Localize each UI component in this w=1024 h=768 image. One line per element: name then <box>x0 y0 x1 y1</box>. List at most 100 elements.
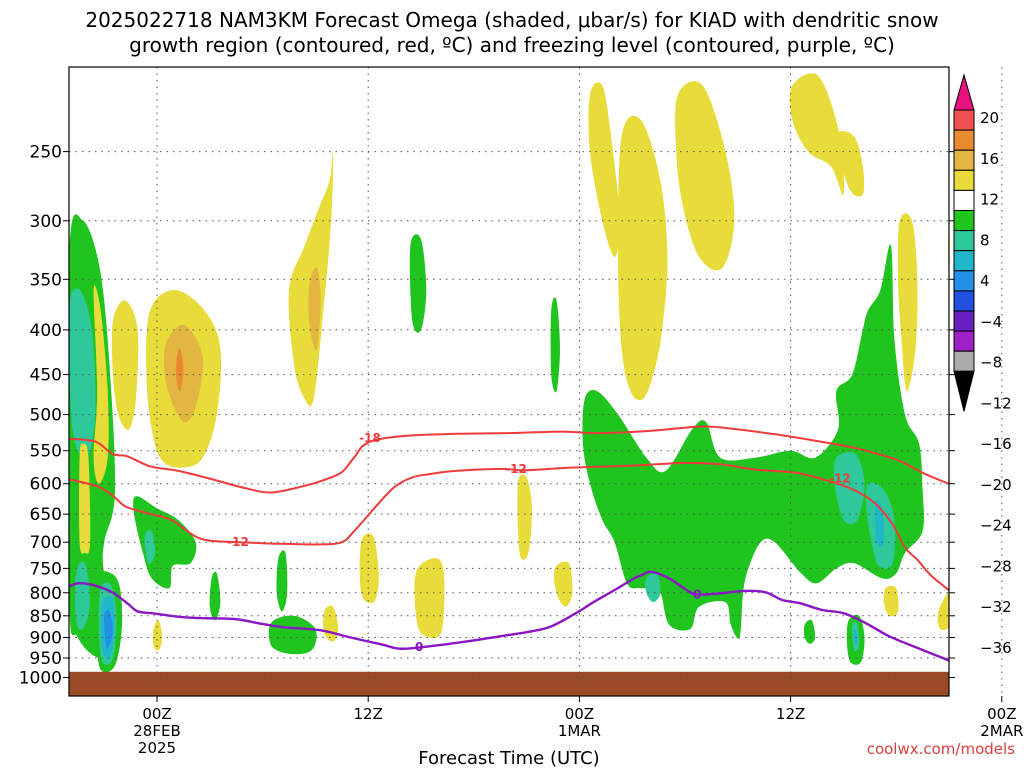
omega-region-20 <box>268 615 317 655</box>
omega-region-4 <box>93 285 109 484</box>
omega-shading <box>69 73 949 673</box>
xtick-label-0-1: 28FEB <box>133 722 180 740</box>
omega-region-5 <box>111 300 139 430</box>
colorbar-label-10: −24 <box>980 517 1012 535</box>
omega-region-42 <box>789 73 845 196</box>
plot-frame <box>68 66 950 697</box>
omega-region-17 <box>209 571 221 621</box>
colorbar-swatch-11 <box>953 330 975 352</box>
colorbar-swatch-4 <box>953 189 975 211</box>
omega-region-16 <box>152 620 163 651</box>
omega-region-11 <box>144 530 156 564</box>
colorbar-label-11: −28 <box>980 558 1012 576</box>
colorbar: 20 16 12 8 4 −4 −8 −12 −16 −20 −24 −28 −32 −36 <box>953 73 1012 657</box>
colorbar-label-5: −4 <box>980 313 1002 331</box>
omega-region-29 <box>588 82 620 257</box>
xtick-label-0-2: 2025 <box>138 739 176 757</box>
colorbar-label-12: −32 <box>980 598 1012 616</box>
omega-region-44 <box>897 213 918 392</box>
dgz-contour-label-1: -12 <box>505 462 527 476</box>
colorbar-label-1: 16 <box>980 150 999 168</box>
dgz-contour-label-0: -18 <box>359 431 381 445</box>
omega-region-27 <box>550 297 560 393</box>
ytick-label-800: 800 <box>30 584 62 604</box>
ytick-label-650: 650 <box>30 505 62 525</box>
omega-region-15 <box>104 610 113 649</box>
omega-region-37 <box>803 619 816 644</box>
xtick-label-36-0: 12Z <box>776 705 805 723</box>
ytick-label-550: 550 <box>30 442 62 462</box>
colorbar-swatch-3 <box>953 169 975 191</box>
dgz-contour-label-extra-0: -12 <box>227 535 249 549</box>
contour-labels: -18 -12 -12 -12 0 0 <box>227 431 851 654</box>
dgz-contour-1 <box>69 461 949 592</box>
contour-lines <box>69 425 949 662</box>
omega-region-21 <box>276 550 288 612</box>
x-axis-label: Forecast Time (UTC) <box>418 748 599 768</box>
ytick-label-300: 300 <box>30 212 62 232</box>
colorbar-label-2: 12 <box>980 191 999 209</box>
colorbar-swatch-7 <box>953 250 975 272</box>
xtick-label-0-0: 00Z <box>142 705 171 723</box>
dgz-contour-0 <box>69 425 949 494</box>
colorbar-swatch-8 <box>953 270 975 292</box>
omega-region-28 <box>553 561 573 607</box>
omega-region-10 <box>133 496 197 589</box>
colorbar-label-0: 20 <box>980 109 999 127</box>
omega-region-24 <box>409 234 427 333</box>
colorbar-swatch-12 <box>953 350 975 372</box>
colorbar-label-8: −16 <box>980 435 1012 453</box>
colorbar-label-13: −36 <box>980 639 1012 657</box>
ytick-label-750: 750 <box>30 559 62 579</box>
colorbar-label-9: −20 <box>980 476 1012 494</box>
xtick-label-48-1: 2MAR <box>980 722 1023 740</box>
omega-region-8 <box>175 348 184 392</box>
freezing-level-label-1: 0 <box>693 587 701 601</box>
dgz-contour-label-extra-1: -12 <box>829 472 851 486</box>
omega-region-19 <box>308 267 321 351</box>
ytick-label-950: 950 <box>30 649 62 669</box>
chart-title-line-2: growth region (contoured, red, ºC) and f… <box>129 33 895 57</box>
grid-lines <box>69 67 1003 696</box>
ytick-label-500: 500 <box>30 406 62 426</box>
ytick-label-250: 250 <box>30 143 62 163</box>
omega-region-22 <box>323 605 339 642</box>
ground-surface <box>69 671 949 696</box>
freezing-level-label-0: 0 <box>415 640 423 654</box>
colorbar-label-4: 4 <box>980 272 990 290</box>
ytick-label-700: 700 <box>30 533 62 553</box>
xtick-label-48-0: 00Z <box>987 705 1016 723</box>
omega-region-48 <box>937 590 949 631</box>
y-axis-ticks: 2503003504004505005506006507007508008509… <box>19 143 955 689</box>
colorbar-label-7: −12 <box>980 394 1012 412</box>
xtick-label-12-0: 12Z <box>354 705 383 723</box>
omega-region-36 <box>645 572 661 603</box>
ytick-label-850: 850 <box>30 607 62 627</box>
omega-region-3 <box>75 561 91 631</box>
omega-region-1 <box>69 288 96 459</box>
omega-region-7 <box>163 324 204 423</box>
colorbar-swatch-top <box>953 73 975 111</box>
ground-fill <box>69 671 949 696</box>
colorbar-swatch-9 <box>953 290 975 312</box>
colorbar-swatch-10 <box>953 310 975 332</box>
omega-region-50 <box>883 585 899 617</box>
ytick-label-900: 900 <box>30 629 62 649</box>
colorbar-label-6: −8 <box>980 354 1002 372</box>
omega-region-30 <box>618 115 668 401</box>
omega-region-9 <box>79 443 91 554</box>
omega-region-26 <box>517 474 532 561</box>
colorbar-swatch-6 <box>953 230 975 252</box>
ytick-label-400: 400 <box>30 321 62 341</box>
omega-region-32 <box>582 244 925 639</box>
xtick-label-24-0: 00Z <box>565 705 594 723</box>
ytick-label-450: 450 <box>30 366 62 386</box>
omega-region-43 <box>836 130 865 197</box>
chart-title-line-1: 2025022718 NAM3KM Forecast Omega (shaded… <box>85 8 938 32</box>
colorbar-swatch-0 <box>953 109 975 131</box>
colorbar-swatch-1 <box>953 129 975 151</box>
credit-text: coolwx.com/models <box>867 740 1015 758</box>
colorbar-label-3: 8 <box>980 231 990 249</box>
freezing-level-contour <box>69 570 949 662</box>
